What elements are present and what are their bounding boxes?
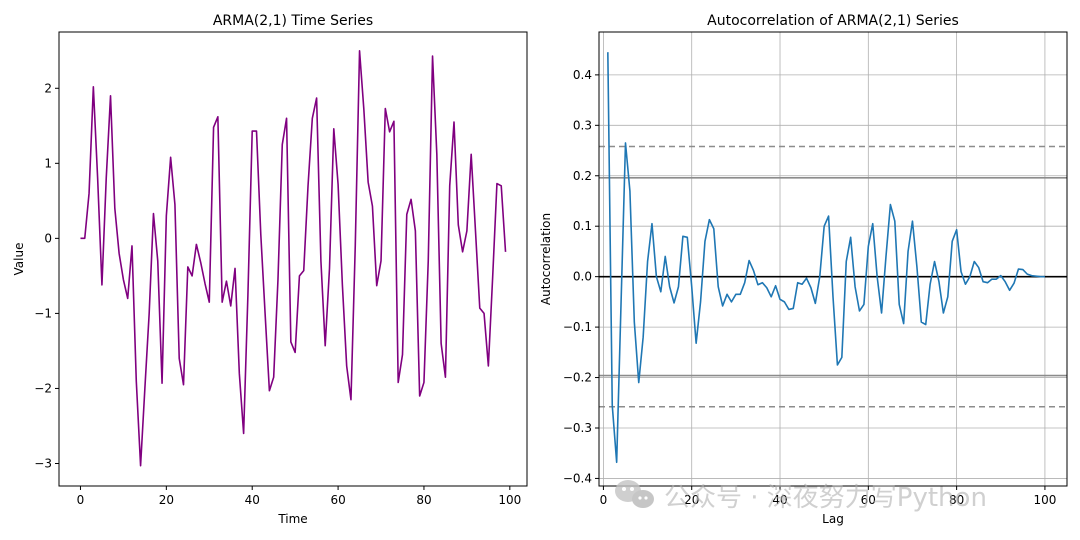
x-tick-label: 80 — [416, 493, 431, 507]
x-tick-label: 20 — [159, 493, 174, 507]
axis-ticks: 0 20 40 60 80 100 −0.4 −0.3 −0.2 −0.1 0.0 0.1 0.2 0.3… — [563, 68, 1057, 507]
y-tick-label: −0.4 — [563, 471, 592, 485]
y-tick-label: 0.0 — [573, 270, 592, 284]
y-tick-label: 1 — [44, 156, 52, 170]
series-line — [607, 52, 1045, 464]
x-tick-label: 40 — [245, 493, 260, 507]
x-tick-label: 40 — [772, 493, 787, 507]
watermark: 公众号 · 深夜努力写Python — [615, 480, 987, 513]
time-series-chart: ARMA(2,1) Time Series Time Value 0 20 40 60… — [12, 13, 528, 526]
series-line — [80, 49, 507, 467]
x-tick-label: 100 — [1033, 493, 1056, 507]
x-tick-label: 100 — [498, 493, 521, 507]
x-tick-label: 0 — [77, 493, 85, 507]
x-tick-label: 20 — [684, 493, 699, 507]
plot-area — [598, 31, 1068, 487]
plot-area — [58, 31, 528, 487]
watermark-text: 公众号 · 深夜努力写Python — [664, 483, 987, 513]
y-tick-label: 0 — [44, 231, 52, 245]
y-tick-label: −0.1 — [563, 320, 592, 334]
axis-ticks: 0 20 40 60 80 100 −3 −2 −1 0 1 2 — [34, 81, 521, 507]
y-tick-label: −0.2 — [563, 371, 592, 385]
axes-frame — [58, 31, 528, 487]
y-tick-label: 0.1 — [573, 219, 592, 233]
chart-title: Autocorrelation of ARMA(2,1) Series — [707, 13, 959, 29]
x-axis-label: Lag — [822, 512, 844, 526]
y-tick-label: −0.3 — [563, 421, 592, 435]
x-tick-label: 60 — [330, 493, 345, 507]
y-tick-label: 0.2 — [573, 169, 592, 183]
x-tick-label: 80 — [949, 493, 964, 507]
autocorrelation-chart: Autocorrelation of ARMA(2,1) Series Lag … — [539, 13, 1068, 526]
y-tick-label: −2 — [34, 381, 52, 395]
y-tick-label: −3 — [34, 456, 52, 470]
x-tick-label: 0 — [600, 493, 608, 507]
axes-frame — [598, 31, 1068, 487]
y-tick-label: 0.3 — [573, 118, 592, 132]
y-tick-label: 0.4 — [573, 68, 592, 82]
wechat-icon — [615, 480, 654, 508]
chart-title: ARMA(2,1) Time Series — [213, 13, 373, 29]
y-tick-label: 2 — [44, 81, 52, 95]
y-tick-label: −1 — [34, 306, 52, 320]
y-axis-label: Value — [12, 243, 26, 276]
x-axis-label: Time — [277, 512, 307, 526]
y-axis-label: Autocorrelation — [539, 213, 553, 305]
x-tick-label: 60 — [861, 493, 876, 507]
